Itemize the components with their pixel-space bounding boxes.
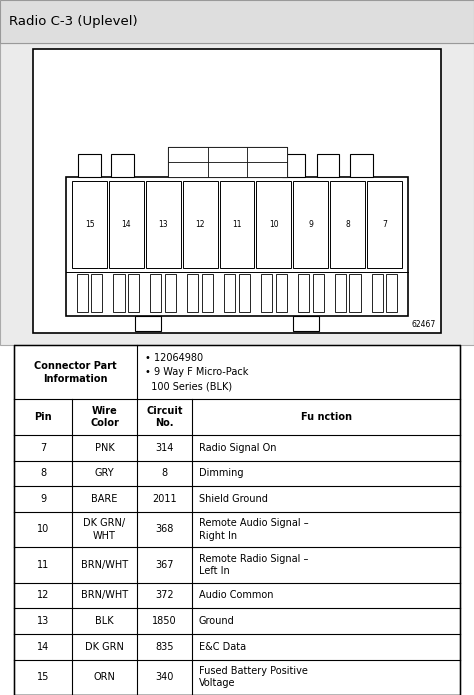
Text: 314: 314	[155, 443, 174, 452]
Bar	[298, 274, 309, 312]
Text: BLK: BLK	[95, 616, 114, 626]
Bar	[91, 274, 102, 312]
Text: Audio Common: Audio Common	[199, 591, 273, 600]
Text: DK GRN/
WHT: DK GRN/ WHT	[83, 518, 126, 541]
Bar	[113, 274, 125, 312]
Text: 340: 340	[155, 672, 174, 682]
Bar	[109, 181, 144, 268]
Bar	[330, 181, 365, 268]
Text: 9: 9	[40, 494, 46, 504]
Bar	[168, 162, 208, 177]
Text: 10: 10	[37, 525, 49, 534]
Text: 8: 8	[162, 468, 168, 478]
Bar	[146, 181, 181, 268]
Bar	[66, 177, 408, 316]
Text: • 12064980
• 9 Way F Micro-Pack
  100 Series (BLK): • 12064980 • 9 Way F Micro-Pack 100 Seri…	[145, 354, 249, 391]
Bar	[33, 49, 441, 333]
Text: E&C Data: E&C Data	[199, 641, 246, 652]
Text: 14: 14	[122, 220, 131, 229]
Bar	[0, 43, 474, 345]
Text: GRY: GRY	[95, 468, 114, 478]
Bar	[247, 162, 287, 177]
Text: Fused Battery Positive
Voltage: Fused Battery Positive Voltage	[199, 666, 308, 689]
Bar	[111, 154, 134, 177]
Text: 835: 835	[155, 641, 174, 652]
Bar	[256, 181, 292, 268]
Text: BRN/WHT: BRN/WHT	[81, 560, 128, 570]
Text: DK GRN: DK GRN	[85, 641, 124, 652]
Bar	[261, 274, 272, 312]
Text: Dimming: Dimming	[199, 468, 243, 478]
Bar	[168, 147, 287, 177]
Bar	[293, 181, 328, 268]
Text: Circuit
No.: Circuit No.	[146, 406, 183, 428]
Text: Remote Audio Signal –
Right In: Remote Audio Signal – Right In	[199, 518, 308, 541]
Bar	[276, 274, 287, 312]
Bar	[165, 274, 176, 312]
Bar	[219, 181, 255, 268]
Text: 1850: 1850	[152, 616, 177, 626]
Text: Connector Part
Information: Connector Part Information	[34, 361, 117, 384]
Text: 13: 13	[158, 220, 168, 229]
Text: 367: 367	[155, 560, 174, 570]
Text: 62467: 62467	[412, 320, 436, 329]
Text: 10: 10	[269, 220, 279, 229]
Bar	[168, 147, 208, 162]
Bar	[187, 274, 198, 312]
Text: 15: 15	[85, 220, 94, 229]
Text: ORN: ORN	[93, 672, 115, 682]
Text: 14: 14	[37, 641, 49, 652]
Bar	[182, 181, 218, 268]
Text: Shield Ground: Shield Ground	[199, 494, 267, 504]
Text: Radio Signal On: Radio Signal On	[199, 443, 276, 452]
Text: Ground: Ground	[199, 616, 234, 626]
Bar	[293, 316, 319, 331]
Bar	[78, 154, 101, 177]
Text: 12: 12	[195, 220, 205, 229]
Text: 12: 12	[37, 591, 49, 600]
Bar	[72, 181, 107, 268]
Bar	[208, 162, 247, 177]
Bar	[282, 154, 305, 177]
Bar	[372, 274, 383, 312]
Text: 9: 9	[308, 220, 313, 229]
Text: Radio C-3 (Uplevel): Radio C-3 (Uplevel)	[9, 15, 138, 28]
Text: Wire
Color: Wire Color	[90, 406, 119, 428]
Bar	[350, 154, 373, 177]
Text: 7: 7	[40, 443, 46, 452]
Text: PNK: PNK	[95, 443, 114, 452]
Bar	[150, 274, 162, 312]
Bar	[317, 154, 339, 177]
Bar	[77, 274, 88, 312]
Bar	[349, 274, 361, 312]
Text: Fu nction: Fu nction	[301, 412, 352, 422]
Text: Pin: Pin	[35, 412, 52, 422]
Bar	[224, 274, 235, 312]
Bar	[247, 147, 287, 162]
Bar	[335, 274, 346, 312]
Text: Remote Radio Signal –
Left In: Remote Radio Signal – Left In	[199, 554, 308, 576]
Bar	[208, 147, 247, 162]
Bar	[386, 274, 397, 312]
Text: BRN/WHT: BRN/WHT	[81, 591, 128, 600]
Text: 372: 372	[155, 591, 174, 600]
Text: BARE: BARE	[91, 494, 118, 504]
Bar	[367, 181, 402, 268]
Text: 368: 368	[155, 525, 174, 534]
Bar	[202, 274, 213, 312]
Bar	[239, 274, 250, 312]
Bar	[135, 316, 161, 331]
Text: 8: 8	[345, 220, 350, 229]
Bar	[0, 0, 474, 43]
Bar	[128, 274, 139, 312]
Text: 13: 13	[37, 616, 49, 626]
Text: 11: 11	[37, 560, 49, 570]
Bar	[14, 345, 460, 695]
Text: 8: 8	[40, 468, 46, 478]
Text: 2011: 2011	[152, 494, 177, 504]
Text: 7: 7	[382, 220, 387, 229]
Text: 15: 15	[37, 672, 49, 682]
Text: 11: 11	[232, 220, 242, 229]
Bar	[312, 274, 324, 312]
